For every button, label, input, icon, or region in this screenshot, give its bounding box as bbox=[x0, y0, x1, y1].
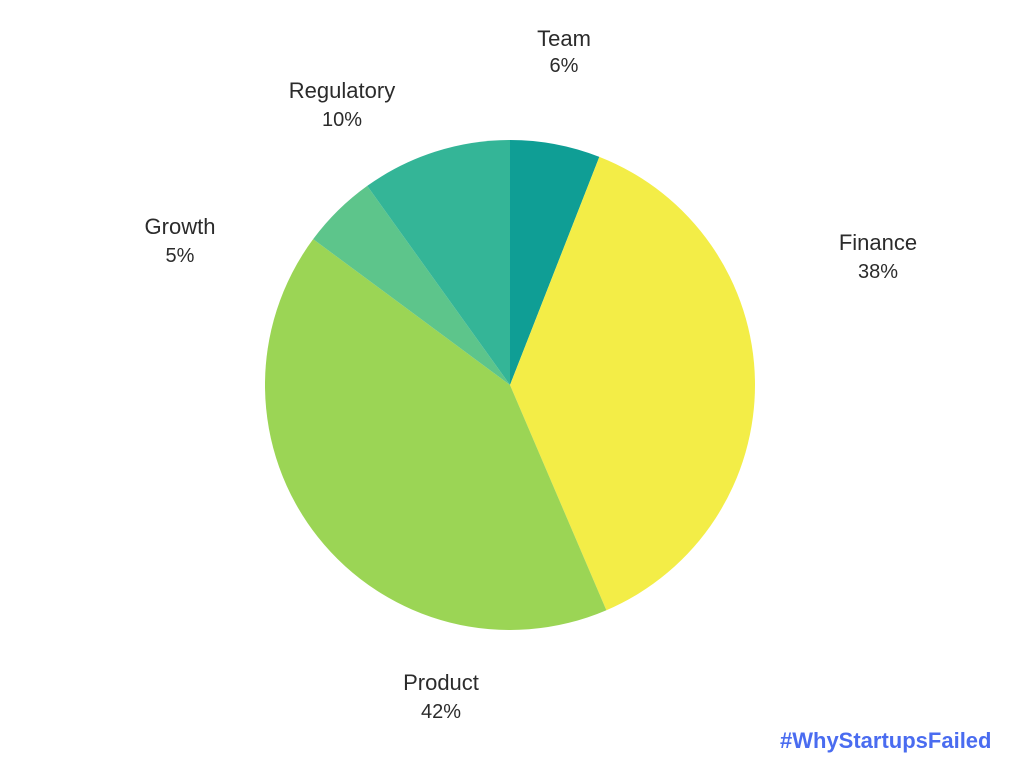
slice-label: Finance bbox=[839, 230, 917, 255]
slice-label: Growth bbox=[145, 214, 216, 239]
slice-value: 5% bbox=[166, 245, 195, 267]
slice-label: Product bbox=[403, 670, 479, 695]
slice-value: 38% bbox=[858, 261, 898, 283]
pie-chart: Team 6% Finance 38% Product 42% Growth 5% Regula… bbox=[0, 0, 1024, 768]
hashtag-text: #WhyStartupsFailed bbox=[780, 728, 991, 754]
slice-label: Team bbox=[537, 26, 591, 51]
slice-value: 10% bbox=[322, 109, 362, 131]
slice-label: Regulatory bbox=[289, 78, 395, 103]
slice-value: 42% bbox=[421, 701, 461, 723]
slice-value: 6% bbox=[550, 55, 579, 77]
